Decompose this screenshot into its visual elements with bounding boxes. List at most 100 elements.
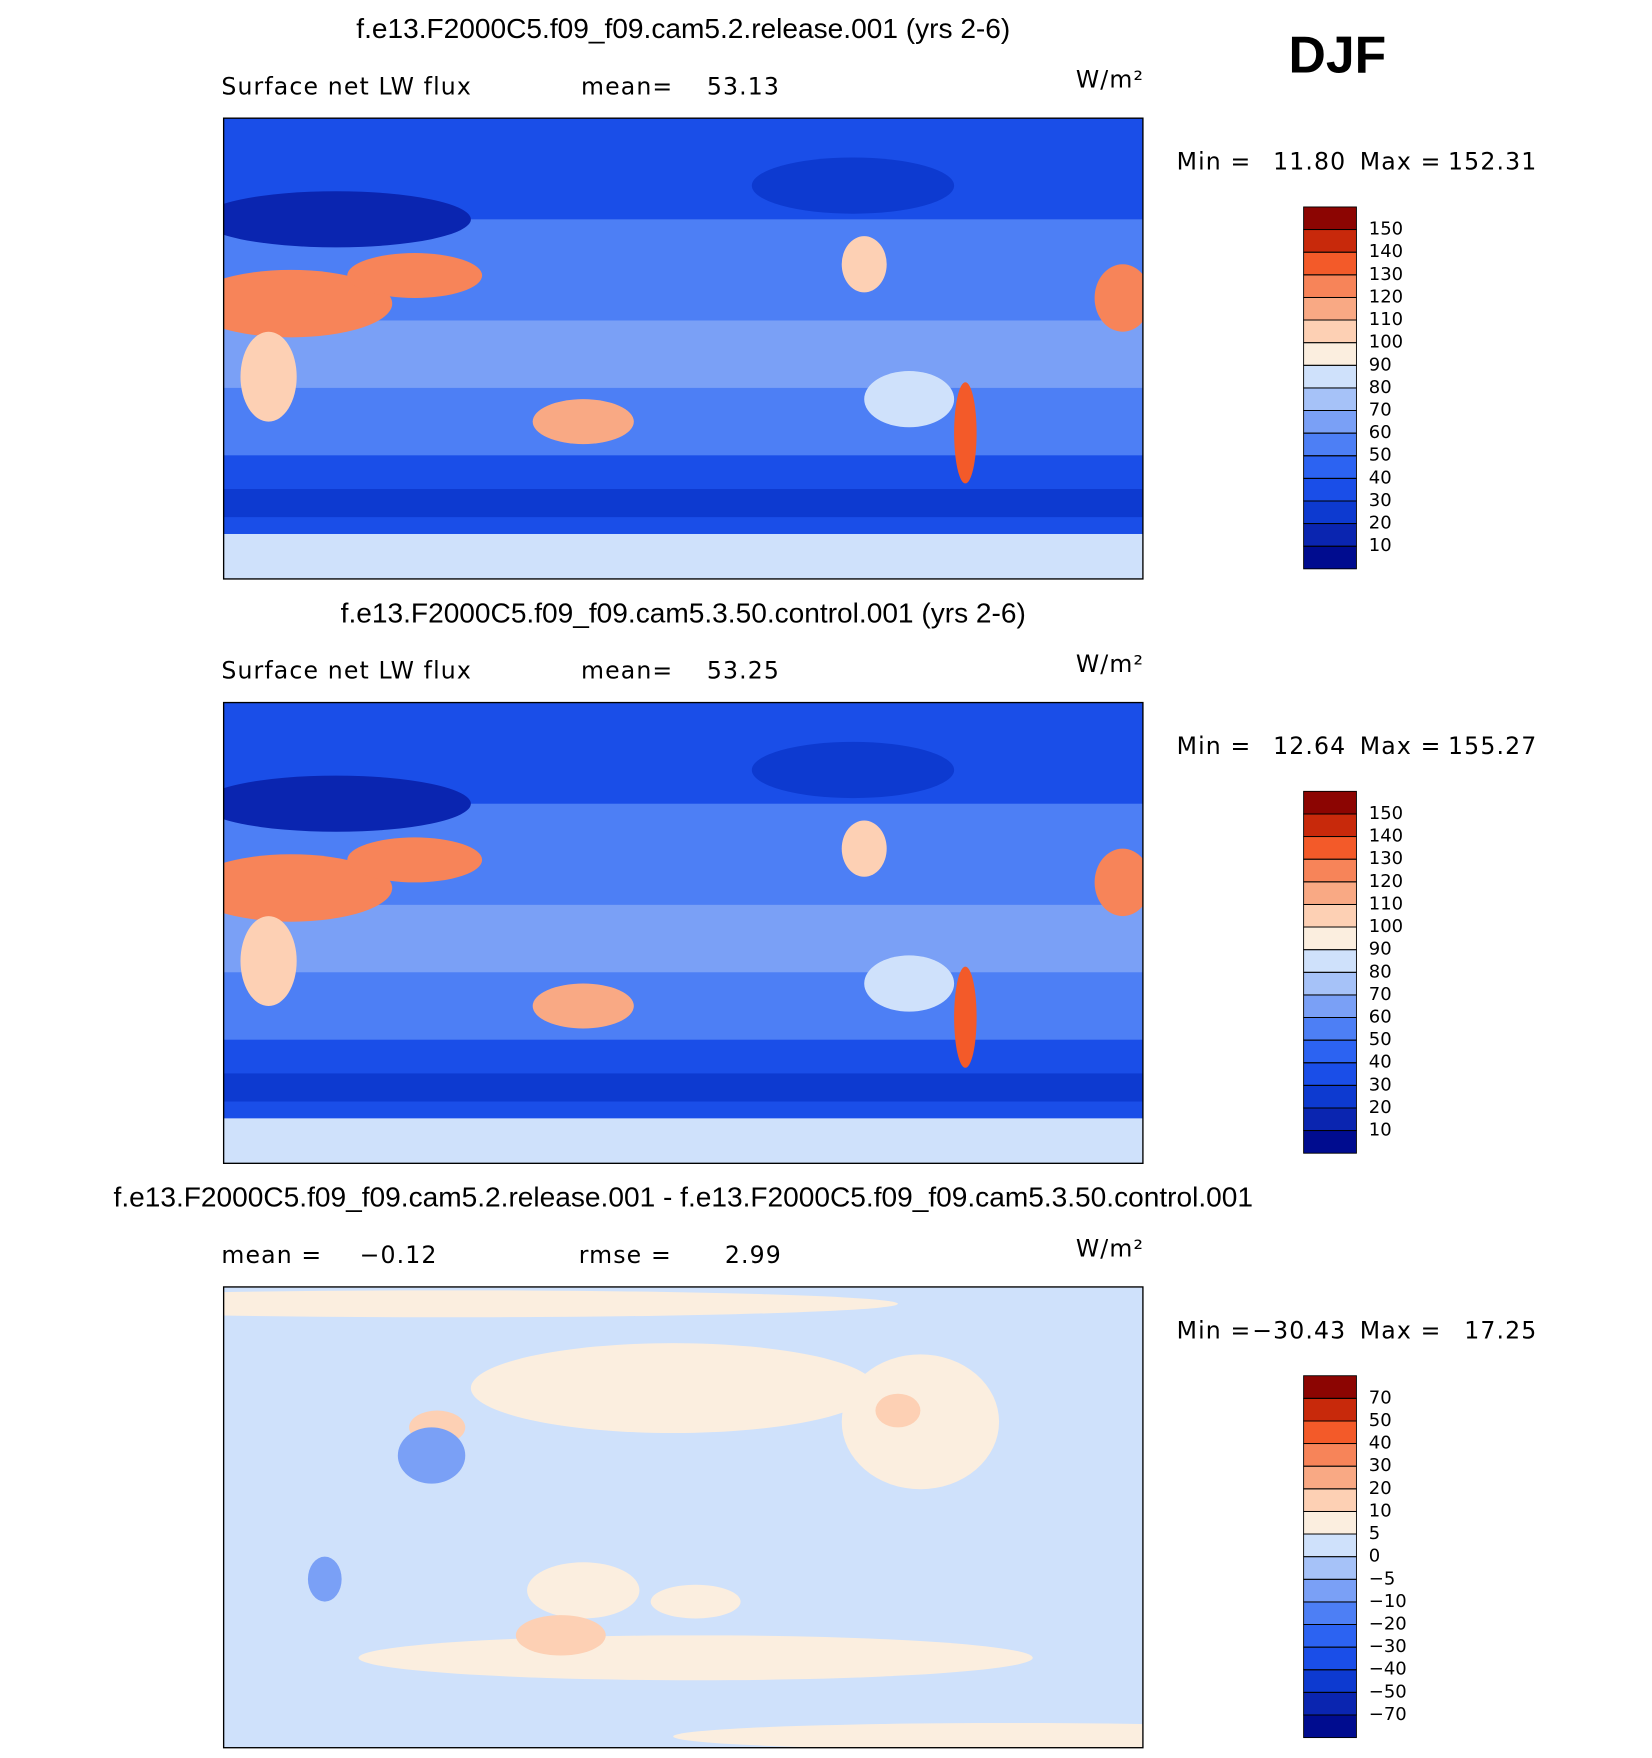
- stat-value: 53.25: [707, 657, 780, 685]
- colorbar-box: [1303, 926, 1357, 951]
- season-label: DJF: [1289, 25, 1387, 83]
- map-blob: [358, 1635, 1033, 1681]
- colorbar-label: 80: [1369, 961, 1392, 982]
- colorbar-label: −5: [1369, 1568, 1396, 1589]
- left-label: Surface net LW flux: [221, 657, 472, 685]
- map-blob: [673, 1722, 1143, 1748]
- map-blob: [532, 983, 634, 1029]
- colorbar-box: [1303, 858, 1357, 883]
- units: W/m²: [1076, 650, 1144, 678]
- colorbar-box: [1303, 1375, 1357, 1399]
- map-blob: [954, 966, 977, 1068]
- map-blob: [240, 331, 297, 422]
- colorbar-box: [1303, 1691, 1357, 1716]
- colorbar-label: −70: [1369, 1704, 1407, 1725]
- colorbar-label: −40: [1369, 1659, 1407, 1680]
- map-blob: [527, 1562, 640, 1619]
- map-band: [223, 320, 1143, 388]
- colorbar-label: −50: [1369, 1681, 1407, 1702]
- colorbar-box: [1303, 903, 1357, 928]
- map-blob: [751, 157, 955, 214]
- colorbar-label: 120: [1369, 286, 1403, 307]
- min-label: Min =: [1177, 732, 1252, 760]
- min-label: Min =: [1177, 1316, 1252, 1344]
- map-blob: [223, 854, 393, 922]
- units: W/m²: [1076, 66, 1144, 94]
- map-blob: [751, 741, 955, 799]
- colorbar-box: [1303, 342, 1357, 366]
- min-label: Min =: [1177, 148, 1252, 176]
- colorbar-box: [1303, 949, 1357, 973]
- colorbar-label: 70: [1369, 1387, 1392, 1408]
- colorbar-box: [1303, 387, 1357, 411]
- colorbar-label: 100: [1369, 332, 1403, 353]
- left-label: mean =: [221, 1241, 322, 1269]
- colorbar-label: −10: [1369, 1591, 1407, 1612]
- colorbar-label: 10: [1369, 1500, 1392, 1521]
- map-blob: [223, 1290, 898, 1318]
- colorbar-label: 60: [1369, 422, 1392, 443]
- colorbar-label: 20: [1369, 513, 1392, 534]
- map-blob: [864, 955, 955, 1012]
- colorbar-box: [1303, 545, 1357, 570]
- panel-title: f.e13.F2000C5.f09_f09.cam5.2.release.001…: [356, 13, 1010, 44]
- colorbar-label: 0: [1369, 1546, 1380, 1567]
- colorbar-label: 150: [1369, 803, 1403, 824]
- colorbar-box: [1303, 1107, 1357, 1132]
- max-label: Max =: [1360, 732, 1442, 760]
- colorbar-label: 50: [1369, 1410, 1392, 1431]
- map-band: [223, 533, 1143, 579]
- colorbar-label: 30: [1369, 490, 1392, 511]
- map-blob: [954, 382, 977, 484]
- colorbar-label: 20: [1369, 1097, 1392, 1118]
- units: W/m²: [1076, 1234, 1144, 1262]
- colorbar-box: [1303, 455, 1357, 479]
- colorbar-label: 70: [1369, 984, 1392, 1005]
- colorbar-label: 40: [1369, 1052, 1392, 1073]
- colorbar-box: [1303, 319, 1357, 344]
- map-blob: [864, 371, 955, 428]
- colorbar-box: [1303, 432, 1357, 457]
- max-value: 17.25: [1464, 1316, 1537, 1344]
- colorbar-box: [1303, 881, 1357, 905]
- map-blob: [650, 1584, 741, 1619]
- map-blob: [470, 1343, 876, 1434]
- map-band: [223, 904, 1143, 973]
- colorbar-box: [1303, 813, 1357, 838]
- map-blob: [223, 191, 471, 248]
- colorbar-label: 50: [1369, 445, 1392, 466]
- colorbar-box: [1303, 971, 1357, 996]
- colorbar-box: [1303, 994, 1357, 1018]
- colorbar-box: [1303, 296, 1357, 321]
- colorbar-label: 90: [1369, 939, 1392, 960]
- map-blob: [1094, 264, 1143, 332]
- map-blob: [347, 837, 483, 883]
- colorbar-label: 150: [1369, 219, 1403, 240]
- stat-value: 53.13: [707, 72, 780, 100]
- stat-label: mean=: [581, 72, 673, 100]
- map-band: [223, 1073, 1143, 1102]
- colorbar-box: [1303, 206, 1357, 231]
- colorbar-label: 130: [1369, 848, 1403, 869]
- colorbar-box: [1303, 1601, 1357, 1625]
- colorbar-label: 140: [1369, 826, 1403, 847]
- left-label: Surface net LW flux: [221, 72, 472, 100]
- colorbar-box: [1303, 1130, 1357, 1154]
- map: [223, 702, 1143, 1164]
- colorbar-label: 130: [1369, 264, 1403, 285]
- colorbar-label: 40: [1369, 467, 1392, 488]
- colorbar-label: 5: [1369, 1523, 1380, 1544]
- map-blob: [1094, 848, 1143, 917]
- stat-value: −0.12: [360, 1241, 438, 1269]
- colorbar-label: 10: [1369, 535, 1392, 556]
- colorbar-box: [1303, 1488, 1357, 1512]
- colorbar-box: [1303, 251, 1357, 276]
- max-value: 152.31: [1448, 148, 1537, 176]
- colorbar-label: 100: [1369, 916, 1403, 937]
- colorbar-label: 80: [1369, 377, 1392, 398]
- colorbar-box: [1303, 364, 1357, 389]
- max-value: 155.27: [1448, 732, 1537, 760]
- map-blob: [307, 1556, 342, 1602]
- map-blob: [240, 916, 297, 1006]
